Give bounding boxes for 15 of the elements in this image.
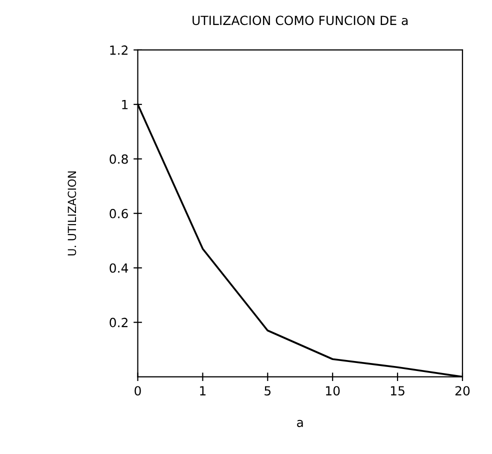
y-tick-label: 1 xyxy=(122,100,128,110)
x-tick-label: 15 xyxy=(390,386,404,396)
x-tick-label: 20 xyxy=(455,386,470,396)
y-axis-title: U. UTILIZACION xyxy=(68,171,76,256)
x-tick-label: 0 xyxy=(134,386,141,396)
y-tick-label: 0.6 xyxy=(110,208,128,218)
y-tick-label: 0.8 xyxy=(110,154,128,164)
x-tick-label: 10 xyxy=(326,386,340,396)
y-tick-label: 1.2 xyxy=(110,45,128,55)
x-tick-label: 5 xyxy=(264,386,271,396)
y-tick-label: 0.2 xyxy=(110,318,128,328)
y-tick-label: 0.4 xyxy=(110,263,128,273)
x-tick-label: 1 xyxy=(200,386,206,396)
chart-title: UTILIZACION COMO FUNCION DE a xyxy=(192,16,408,26)
x-axis-title: a xyxy=(297,420,303,428)
